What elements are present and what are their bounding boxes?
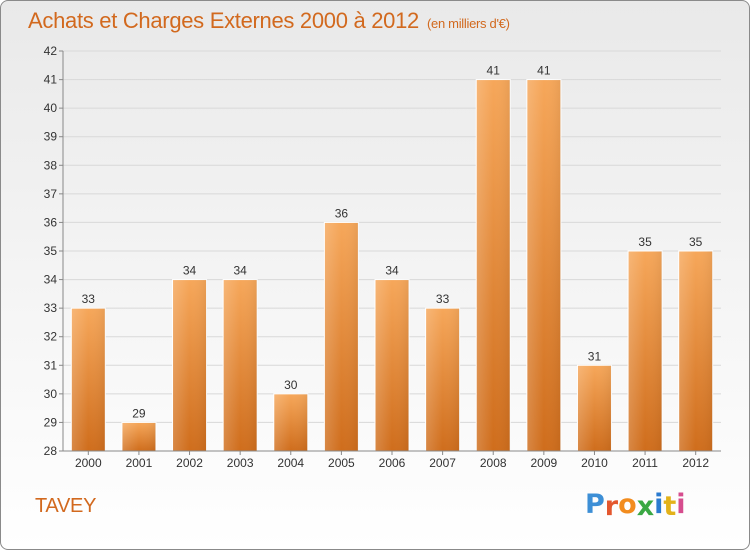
logo-letter: i xyxy=(676,489,686,520)
bar-shine xyxy=(526,79,561,452)
data-label: 41 xyxy=(537,64,551,78)
chart-title: Achats et Charges Externes 2000 à 2012 (e… xyxy=(28,8,510,34)
x-tick-label: 2001 xyxy=(126,456,153,470)
data-label: 35 xyxy=(689,235,703,249)
x-tick-label: 2010 xyxy=(581,456,608,470)
x-tick-label: 2011 xyxy=(632,456,658,470)
bar-shine xyxy=(628,251,663,451)
data-label: 33 xyxy=(82,292,96,306)
data-label: 36 xyxy=(335,206,349,220)
x-tick-label: 2003 xyxy=(227,456,254,470)
data-label: 29 xyxy=(132,406,146,420)
bar-shine xyxy=(375,279,409,451)
y-tick-label: 28 xyxy=(44,444,58,458)
data-label: 31 xyxy=(588,349,602,363)
logo-letter: P xyxy=(585,489,605,520)
bar-shine xyxy=(273,393,308,451)
x-tick-label: 2007 xyxy=(429,456,456,470)
bar-shine xyxy=(121,422,156,451)
x-tick-label: 2009 xyxy=(530,456,557,470)
y-tick-label: 31 xyxy=(44,358,58,372)
x-tick-label: 2005 xyxy=(328,456,355,470)
data-label: 34 xyxy=(385,264,399,278)
y-tick-label: 36 xyxy=(44,215,58,229)
logo-letter: i xyxy=(654,489,664,520)
y-tick-label: 42 xyxy=(44,44,58,58)
y-tick-label: 37 xyxy=(44,187,58,201)
y-tick-label: 35 xyxy=(44,244,58,258)
y-tick-label: 33 xyxy=(44,301,58,315)
bar-shine xyxy=(577,365,612,451)
y-tick-labels: 28 29 30 31 32 33 34 35 36 37 38 39 40 41 42 xyxy=(44,44,63,458)
y-tick-label: 30 xyxy=(44,387,58,401)
logo-letter: t xyxy=(663,491,677,522)
y-tick-label: 34 xyxy=(44,273,58,287)
data-label: 35 xyxy=(638,235,652,249)
commune-name: TAVEY xyxy=(35,495,97,517)
y-tick-label: 29 xyxy=(44,415,58,429)
bar-shine xyxy=(71,308,106,451)
x-tick-label: 2004 xyxy=(277,456,304,470)
y-tick-label: 41 xyxy=(44,73,58,87)
bar-shine xyxy=(476,79,511,452)
x-tick-label: 2000 xyxy=(75,456,102,470)
data-label: 33 xyxy=(436,292,450,306)
logo-letter: r xyxy=(604,491,619,522)
logo-letter: o xyxy=(618,489,637,520)
y-tick-label: 40 xyxy=(44,101,58,115)
data-label: 34 xyxy=(233,264,247,278)
data-label: 30 xyxy=(284,378,298,392)
logo-letter: x xyxy=(636,491,655,522)
title-text: Achats et Charges Externes 2000 à 2012 xyxy=(28,8,419,33)
bar-shine xyxy=(223,279,258,451)
data-labels: 33 29 34 34 30 36 34 33 41 41 31 35 35 xyxy=(82,64,703,421)
x-tick-label: 2006 xyxy=(379,456,406,470)
y-tick-label: 32 xyxy=(44,330,58,344)
proxiti-logo[interactable]: Proxiti xyxy=(585,489,686,522)
bar-shine xyxy=(425,308,460,451)
x-tick-label: 2002 xyxy=(176,456,203,470)
data-label: 34 xyxy=(183,264,197,278)
bar-shine xyxy=(172,279,207,451)
x-tick-labels: 2000 2001 2002 2003 2004 2005 2006 2007 2008 2009… xyxy=(75,451,709,470)
y-tick-label: 38 xyxy=(44,158,58,172)
x-tick-label: 2012 xyxy=(682,456,709,470)
y-tick-label: 39 xyxy=(44,130,58,144)
data-label: 41 xyxy=(487,64,501,78)
bar-shine xyxy=(678,251,713,451)
unit-note: (en milliers d'€) xyxy=(426,16,510,31)
bar-shine xyxy=(324,222,359,451)
bars xyxy=(70,79,714,452)
x-tick-label: 2008 xyxy=(480,456,507,470)
